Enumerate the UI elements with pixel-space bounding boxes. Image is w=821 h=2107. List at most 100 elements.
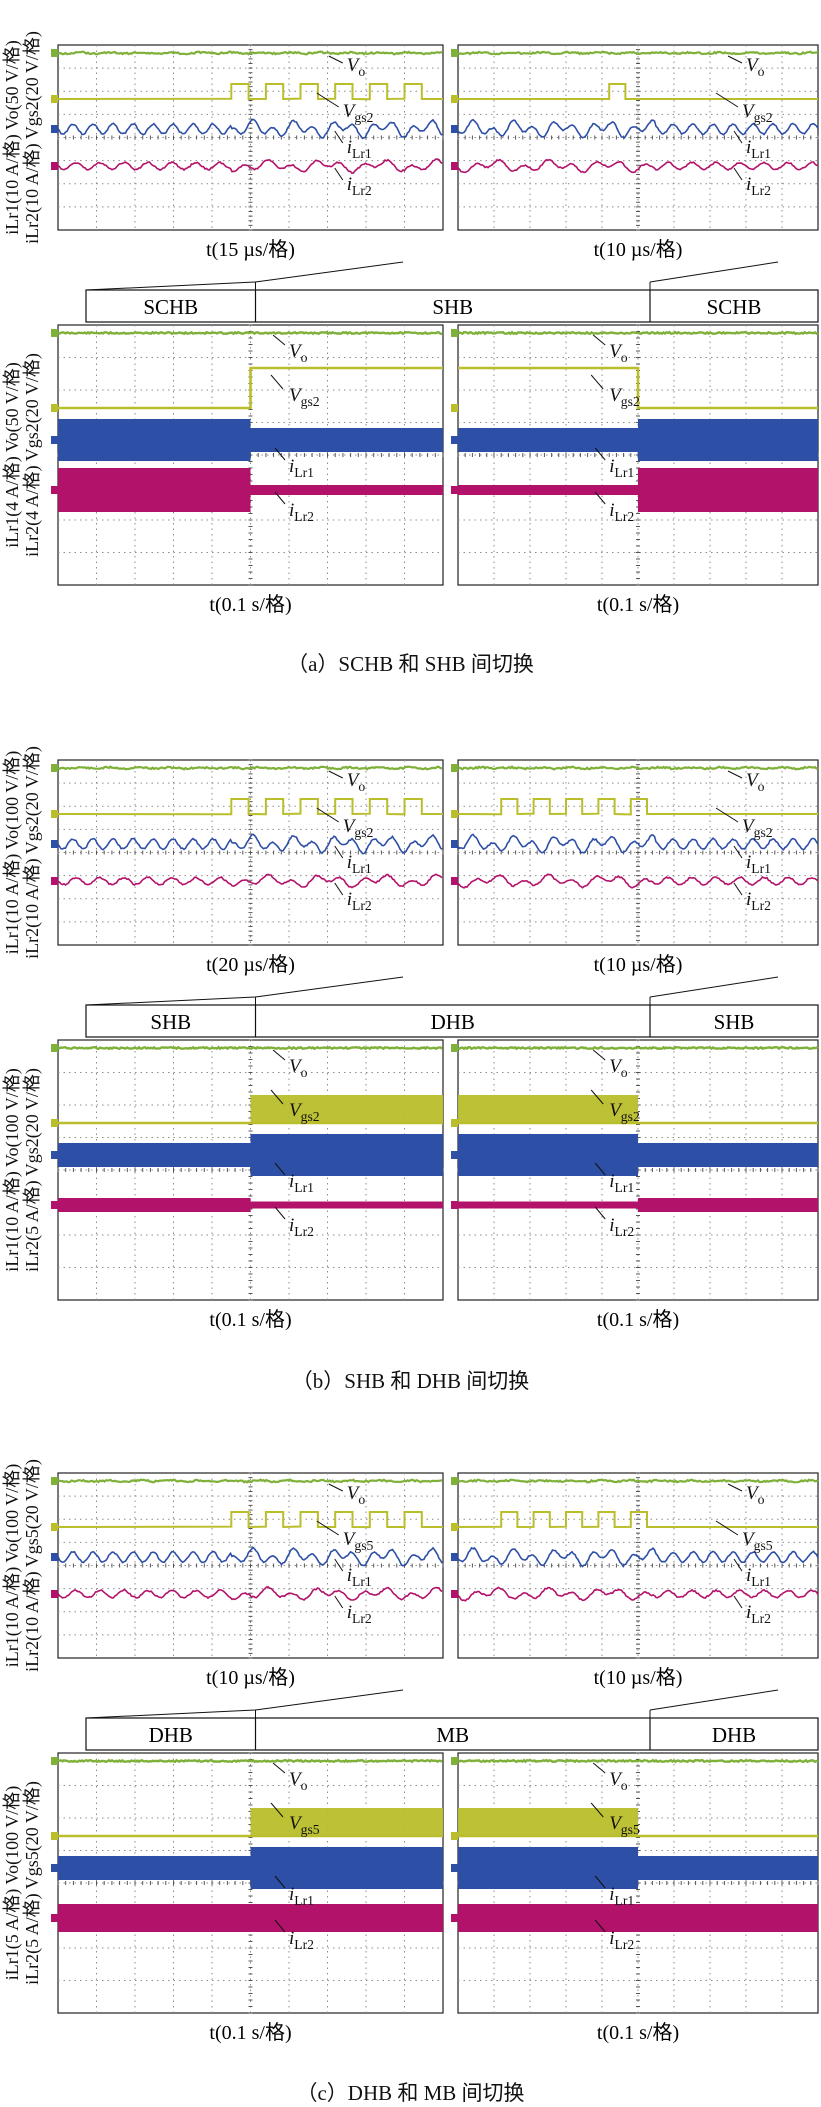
vgs-label: Vgs2 xyxy=(742,816,773,840)
mode-label-right: SCHB xyxy=(707,295,762,319)
mode-label-center: DHB xyxy=(431,1010,475,1034)
il2-trace xyxy=(57,1586,443,1602)
label-leader xyxy=(316,807,340,823)
il2-marker xyxy=(451,162,458,170)
label-leader xyxy=(733,1595,743,1609)
scope-center-ticks xyxy=(457,759,819,946)
il1-trace xyxy=(457,118,819,139)
label-leader xyxy=(274,1919,286,1933)
mode-bar xyxy=(85,1004,819,1038)
full-right-timebase: t(0.1 s/格) xyxy=(597,1308,679,1331)
vgs-marker xyxy=(451,404,458,412)
mode-label-right: DHB xyxy=(712,1723,756,1747)
il2-label: iLr2 xyxy=(746,889,771,913)
vo-marker xyxy=(51,1044,58,1052)
label-leader xyxy=(594,1162,606,1176)
label-leader xyxy=(334,845,344,859)
vgs-marker xyxy=(451,95,458,103)
vo-label: Vo xyxy=(609,1056,628,1080)
vgs-marker xyxy=(51,1832,58,1840)
label-leader xyxy=(727,55,743,64)
vo-marker xyxy=(51,1477,58,1485)
vgs-label: Vgs5 xyxy=(289,1813,320,1837)
il1-label: iLr1 xyxy=(289,456,314,480)
label-leader xyxy=(274,1162,286,1176)
zoom-connector xyxy=(649,976,779,998)
vgs-label: Vgs5 xyxy=(609,1813,640,1837)
il2-band xyxy=(458,1201,638,1209)
il1-trace xyxy=(57,833,443,855)
il2-marker xyxy=(51,877,58,885)
full-right-timebase: t(0.1 s/格) xyxy=(597,2021,679,2044)
vo-marker xyxy=(51,49,58,57)
vo-trace xyxy=(57,1478,443,1484)
il2-label: iLr2 xyxy=(347,889,372,913)
il2-label: iLr2 xyxy=(347,174,372,198)
scope-center-ticks xyxy=(457,1472,819,1659)
vgs-label: Vgs2 xyxy=(742,101,773,125)
il1-band xyxy=(638,1856,818,1880)
vo-trace xyxy=(457,1758,819,1764)
il2-label: iLr2 xyxy=(289,500,314,524)
y-axis-title-lower: iLr2(10 A/格) Vgs2(20 V/格) xyxy=(22,31,43,244)
vo-label: Vo xyxy=(289,1056,308,1080)
il2-band xyxy=(58,1198,251,1212)
il2-marker xyxy=(51,486,58,494)
il2-trace xyxy=(57,158,443,175)
il1-label: iLr1 xyxy=(746,852,771,876)
il1-band xyxy=(638,419,818,461)
vgs-label: Vgs2 xyxy=(609,385,640,409)
il1-label: iLr1 xyxy=(609,1171,634,1195)
vo-trace xyxy=(457,1478,819,1484)
il1-band xyxy=(250,1134,443,1176)
y-axis-title-lower: iLr2(5 A/格) Vgs2(20 V/格) xyxy=(22,1068,43,1272)
il1-label: iLr1 xyxy=(289,1171,314,1195)
label-leader xyxy=(270,374,284,390)
panel-b: iLr1(10 A/格) Vo(100 V/格) iLr2(10 A/格) Vgs… xyxy=(2,746,819,1331)
il1-marker xyxy=(51,840,58,848)
il1-label: iLr1 xyxy=(347,852,372,876)
il1-label: iLr1 xyxy=(347,1565,372,1589)
vo-marker xyxy=(451,1044,458,1052)
vgs-marker xyxy=(51,1523,58,1531)
label-leader xyxy=(328,1483,343,1492)
il2-band xyxy=(58,1904,251,1932)
il2-marker xyxy=(451,877,458,885)
il1-band xyxy=(250,1847,443,1889)
label-leader xyxy=(590,374,604,390)
label-leader xyxy=(328,55,343,64)
zoom-left-timebase: t(15 µs/格) xyxy=(206,238,295,261)
il2-band xyxy=(458,485,638,495)
label-leader xyxy=(733,1558,743,1572)
label-leader xyxy=(316,1520,340,1536)
label-leader xyxy=(274,491,286,505)
vo-trace xyxy=(57,330,442,336)
mode-label-right: SHB xyxy=(714,1010,755,1034)
vo-marker xyxy=(451,764,458,772)
label-leader xyxy=(270,1802,284,1818)
vgs-switching-band xyxy=(250,1808,443,1836)
vo-trace xyxy=(457,1045,819,1051)
vo-marker xyxy=(451,49,458,57)
label-leader xyxy=(592,1049,606,1061)
il1-band xyxy=(58,419,251,461)
il1-marker xyxy=(51,436,58,444)
il2-marker xyxy=(51,1201,58,1209)
vgs-marker xyxy=(451,810,458,818)
il1-band xyxy=(458,1134,638,1176)
zoom-connector xyxy=(649,261,779,283)
label-leader xyxy=(592,334,606,346)
mode-bar xyxy=(85,289,819,323)
il2-label: iLr2 xyxy=(746,174,771,198)
label-leader xyxy=(594,1919,606,1933)
il1-trace xyxy=(457,833,819,854)
il1-band xyxy=(58,1143,251,1167)
il1-marker xyxy=(51,1864,58,1872)
y-axis-title-upper: iLr1(10 A/格) Vo(100 V/格) xyxy=(2,1464,23,1668)
il1-label: iLr1 xyxy=(347,137,372,161)
zoom-connector xyxy=(649,1689,779,1711)
il1-band xyxy=(458,428,638,452)
il2-marker xyxy=(51,1914,58,1922)
il1-band xyxy=(458,1847,638,1889)
full-left-timebase: t(0.1 s/格) xyxy=(209,593,291,616)
